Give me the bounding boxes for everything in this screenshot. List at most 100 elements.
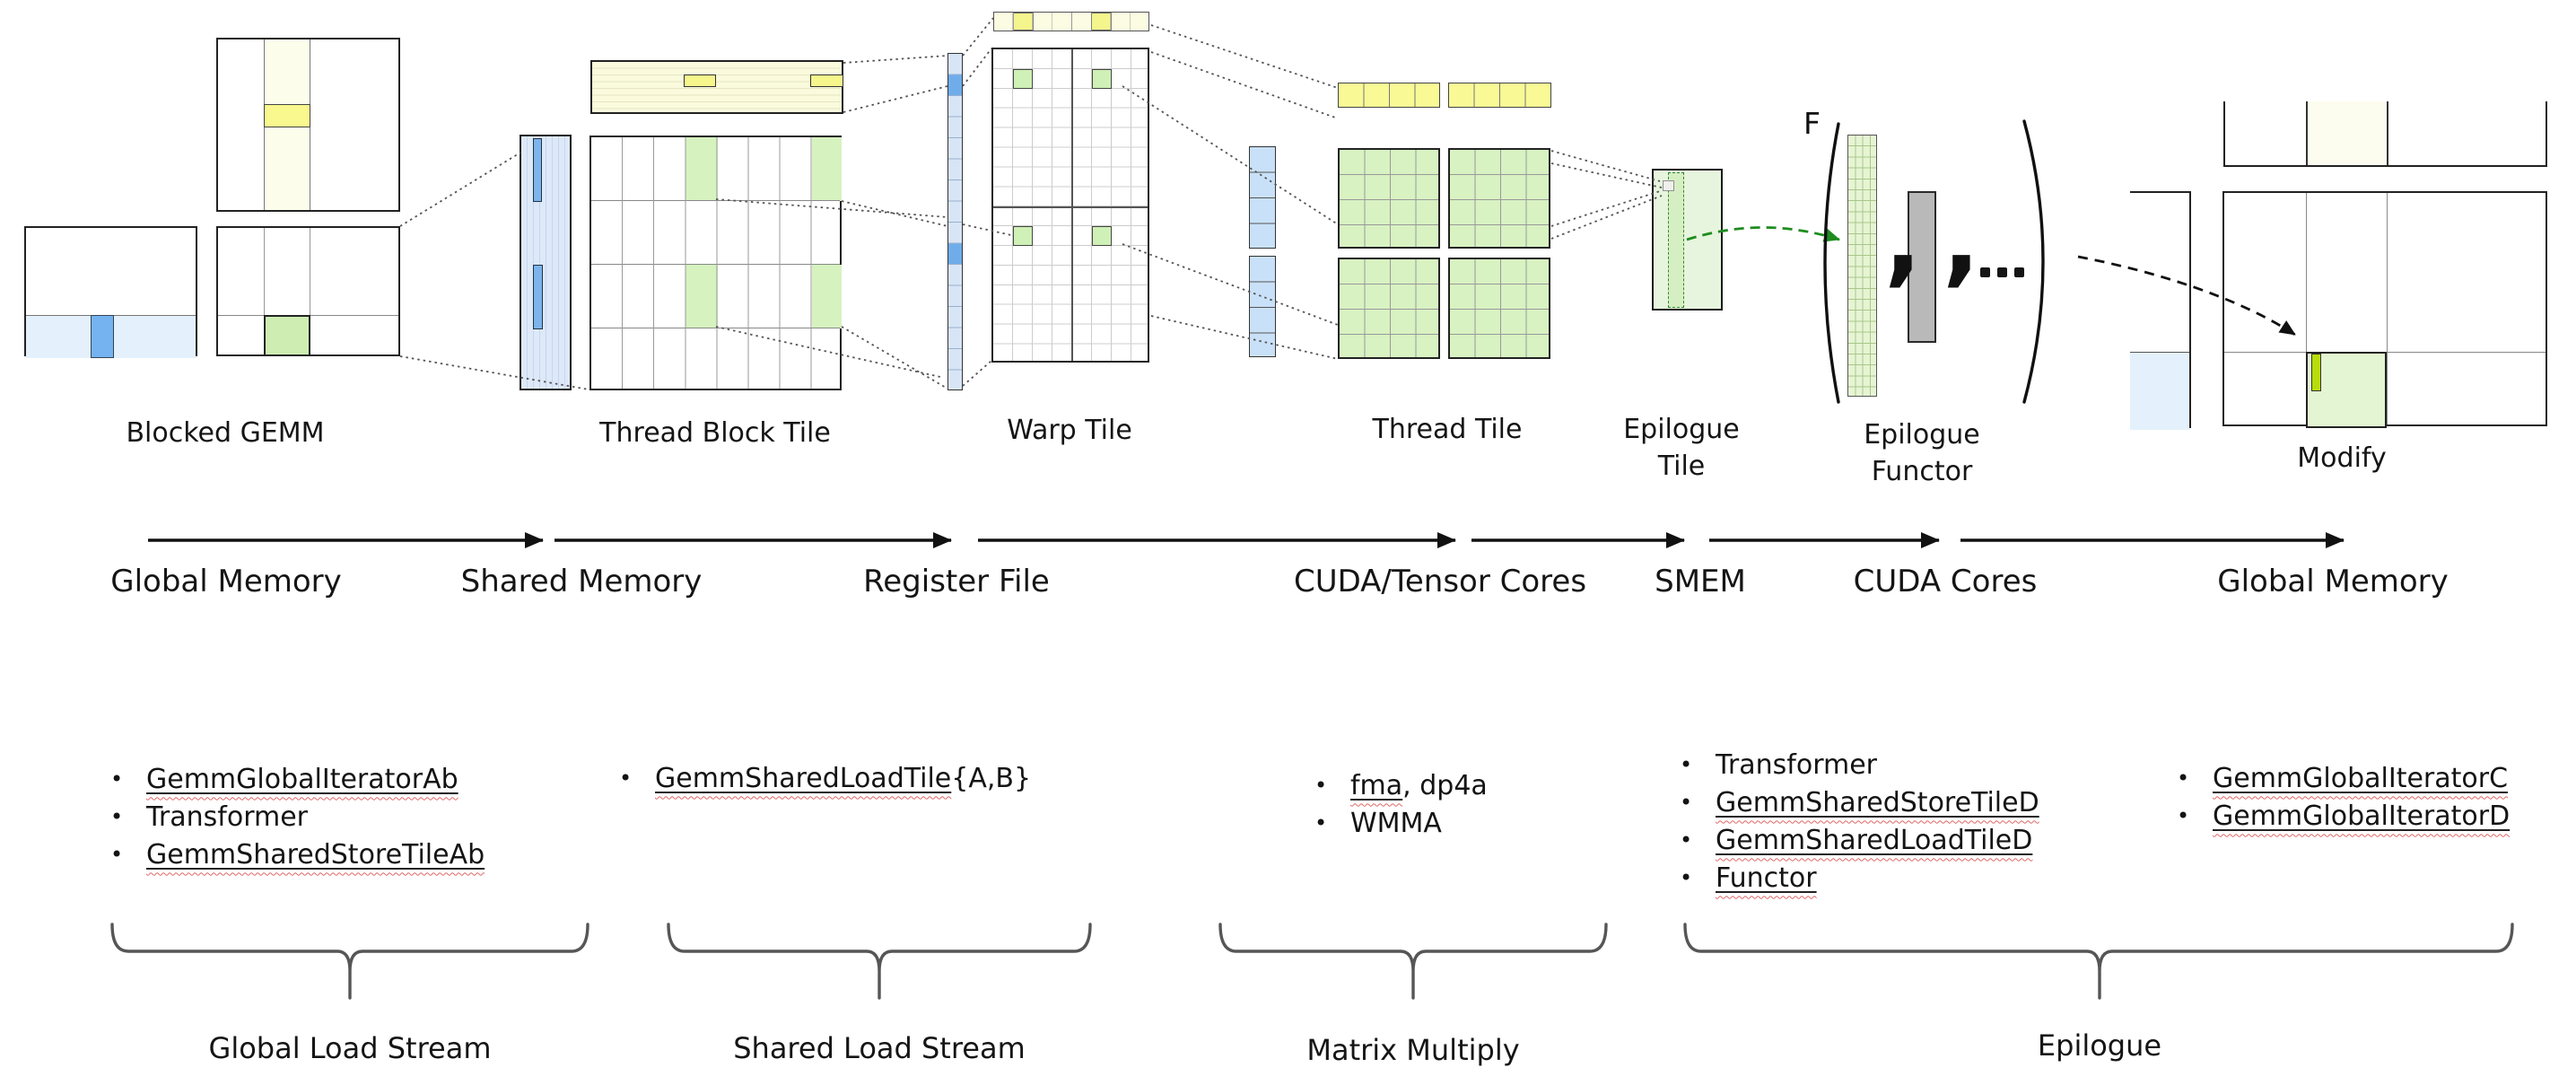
functor-operand-bar [1908,191,1936,343]
smem-a-tile-bar [520,135,572,390]
register-fragment [948,74,962,96]
register-fragment [948,243,962,265]
epilogue-source-column [1668,172,1684,308]
stream-brace-shared-load [667,923,1092,1000]
warp-green-cell [1013,69,1033,89]
warp-green-cell [1092,69,1112,89]
label-line: Functor [1871,456,1973,487]
code-list-shared-load: • GemmSharedLoadTile {A,B} [619,759,1031,797]
thread-accumulator-grid [1338,148,1440,249]
bullet-icon: • [619,766,633,791]
grid-lines [948,54,962,389]
list-item: • GemmGlobalIteratorAb [110,760,485,798]
modify-matrix-b-partial [2223,101,2547,167]
list-item: • GemmSharedStoreTileD [1680,783,2039,821]
code-text: {A,B} [951,762,1032,794]
modify-store-sliver [2311,354,2321,391]
bullet-icon: • [1680,827,1693,853]
list-item: • GemmSharedStoreTileAb [110,836,485,873]
matrix-c-tile-highlight [264,315,310,356]
smem-b-fragment [810,74,843,87]
code-link: Functor [1716,862,1817,894]
thread-accumulator-grid [1448,258,1550,359]
list-item: • fma, dp4a [1314,766,1488,804]
memory-label-global-1: Global Memory [110,564,342,599]
functor-f-symbol: F [1803,106,1821,141]
grid-line [264,228,265,354]
stage-label-epilogue-functor: Epilogue Functor [1864,416,1980,490]
grid-line [2387,101,2388,165]
stream-brace-matrix-multiply [1218,923,1608,1000]
list-item: • GemmGlobalIteratorD [2177,797,2510,835]
grid-line [2306,101,2308,165]
warp-mid-divider-v [1071,49,1073,361]
epilogue-tile-box [1652,169,1723,311]
threadblock-tile-grid [589,136,842,390]
code-link: GemmSharedLoadTile [655,762,952,794]
stream-label-epilogue: Epilogue [2037,1028,2162,1063]
code-text: , dp4a [1402,769,1488,801]
memory-label-global-2: Global Memory [2217,564,2449,599]
bullet-icon: • [1314,810,1328,836]
stage-label-thread-block-tile: Thread Block Tile [599,417,831,449]
threadblock-green-cell [812,137,842,201]
code-link: GemmSharedStoreTileAb [146,838,485,871]
modify-matrix-c [2222,191,2547,428]
code-list-global-load: • GemmGlobalIteratorAb • Transformer • Gemm… [110,760,485,873]
register-file-strip [947,53,963,390]
code-link: GemmGlobalIteratorAb [146,763,458,795]
grid-line [2306,193,2307,424]
warp-tile-grid [991,48,1149,363]
list-item: • WMMA [1314,804,1488,842]
label-line: Epilogue [1864,419,1980,451]
bullet-icon: • [110,766,124,792]
stage-label-epilogue-tile: Epilogue Tile [1623,411,1740,485]
stream-brace-epilogue [1683,923,2514,1000]
thread-a-fragment-strip [1249,256,1276,357]
list-item: • Functor [1680,859,2039,897]
code-list-epilogue: • Transformer • GemmSharedStoreTileD • Gemm… [1680,746,2039,897]
modify-b-column-band [2306,101,2387,165]
functor-close-paren [2022,119,2045,404]
smem-b-fragment [684,74,716,87]
list-item: • Transformer [1680,746,2039,783]
bullet-icon: • [2177,803,2190,828]
stream-label-global-load: Global Load Stream [208,1031,492,1065]
memory-label-register-file: Register File [863,564,1050,599]
stream-brace-global-load [110,923,589,1000]
code-list-global-store: • GemmGlobalIteratorC • GemmGlobalIterator… [2177,759,2510,835]
list-item: • GemmGlobalIteratorC [2177,759,2510,797]
code-link: GemmSharedLoadTileD [1716,824,2033,856]
threadblock-green-cell [812,265,842,328]
threadblock-green-cell [685,137,718,201]
thread-accumulator-grid [1448,148,1550,249]
code-link: GemmGlobalIteratorD [2213,800,2511,832]
warp-b-strip [993,12,1149,31]
bullet-icon: • [1680,865,1693,890]
list-item: • Transformer [110,798,485,836]
smem-a-fragment [533,138,542,202]
code-link: GemmSharedStoreTileD [1716,786,2039,818]
code-text: Transformer [1716,748,1878,781]
memory-label-cuda-tensor-cores: CUDA/Tensor Cores [1293,564,1587,599]
stream-braces [110,923,2514,1000]
epilogue-store-marker [1663,180,1674,191]
bullet-icon: • [1680,790,1693,815]
ellipsis-dots [1980,267,2024,277]
smem-b-tile-bar [590,60,843,114]
grid-line [2387,193,2388,424]
stream-label-shared-load: Shared Load Stream [733,1031,1026,1065]
memory-label-cuda-cores: CUDA Cores [1853,564,2038,599]
stage-label-thread-tile: Thread Tile [1372,414,1523,445]
label-line: Epilogue [1623,414,1740,445]
bullet-icon: • [110,804,124,829]
threadblock-green-cell [685,265,718,328]
bullet-icon: • [1314,773,1328,798]
bullet-icon: • [1680,752,1693,777]
matrix-b-tile-highlight [264,104,310,127]
stage-label-modify: Modify [2297,442,2387,474]
functor-open-paren [1823,122,1840,404]
warp-green-cell [1092,226,1112,246]
stage-label-blocked-gemm: Blocked GEMM [126,417,325,449]
